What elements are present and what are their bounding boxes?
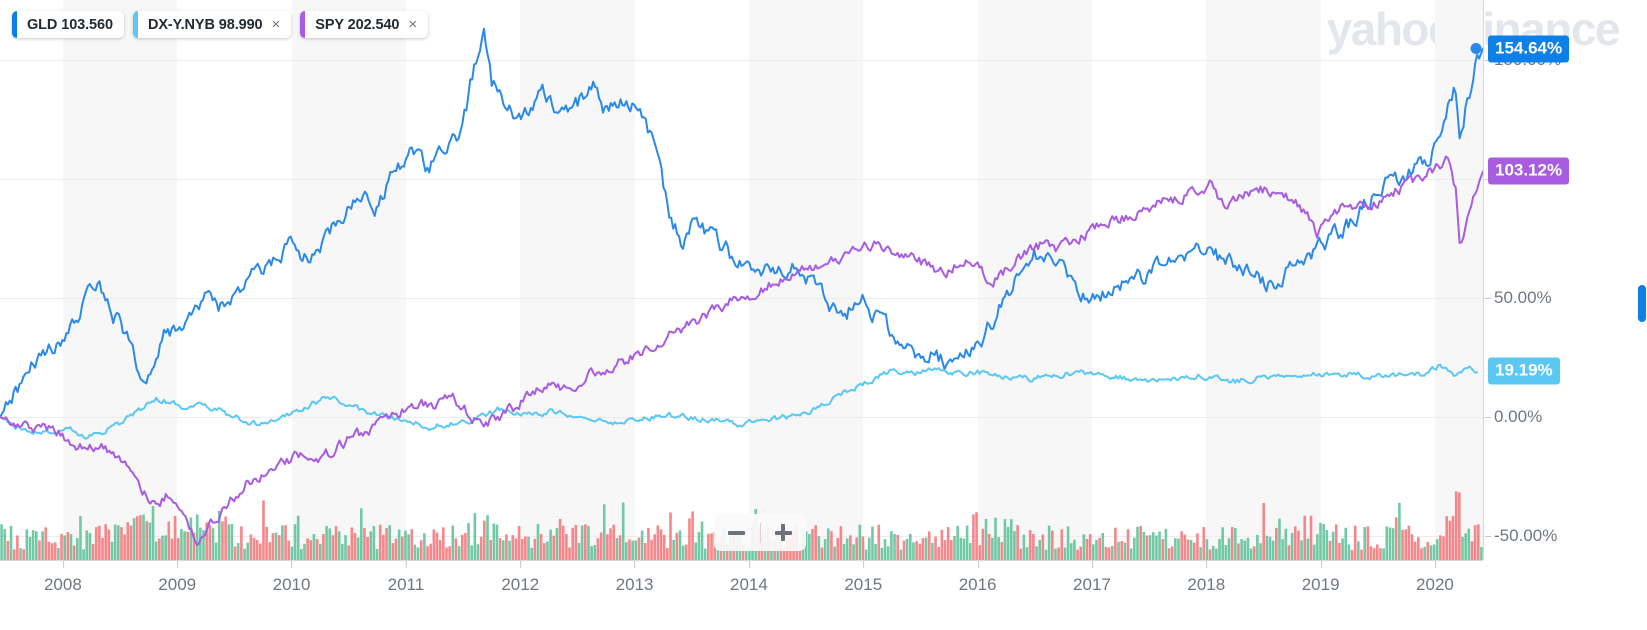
series-line-dx-y-nyb: [0, 363, 1479, 440]
x-axis-tick: 2008: [43, 561, 82, 594]
x-axis-tick: 2017: [1073, 561, 1111, 594]
x-axis-tick: 2014: [730, 561, 768, 594]
year-band-2020: [1434, 0, 1483, 560]
legend-chip-dxy[interactable]: DX-Y.NYB 98.990 ×: [132, 11, 292, 38]
legend-chip-gld[interactable]: GLD 103.560: [12, 11, 124, 38]
watermark-text-a: yahoo: [1326, 3, 1456, 55]
plus-icon: [774, 524, 792, 541]
legend-close-icon-dxy[interactable]: ×: [271, 16, 281, 33]
legend-swatch-spy: [300, 11, 306, 38]
legend-label-spy: SPY 202.540: [315, 16, 400, 33]
y-axis-tick: 50.00%: [1485, 287, 1552, 307]
price-badge-gld: 154.64%: [1488, 35, 1570, 63]
year-band-2012: [520, 0, 635, 560]
legend-label-gld: GLD 103.560: [27, 16, 113, 33]
legend-chip-spy[interactable]: SPY 202.540 ×: [300, 11, 429, 38]
series-line-spy: [0, 155, 1483, 546]
price-badge-dxy: 19.19%: [1488, 357, 1560, 385]
x-axis-tick: 2009: [158, 561, 197, 594]
gridline-0: [0, 417, 1483, 419]
legend-close-icon-spy[interactable]: ×: [408, 16, 418, 33]
price-badge-spy: 103.12%: [1488, 157, 1570, 185]
minus-icon: [728, 530, 746, 535]
legend-label-dxy: DX-Y.NYB 98.990: [147, 16, 263, 33]
last-point-marker-gld: [1470, 43, 1482, 54]
volume-bars: [0, 491, 1483, 560]
x-axis-tick: 2010: [272, 561, 311, 594]
gridline-150: [0, 59, 1483, 61]
gridline-100: [0, 178, 1483, 180]
legend-swatch-dxy: [132, 11, 138, 38]
legend: GLD 103.560 DX-Y.NYB 98.990 × SPY 202.540 ×: [12, 11, 429, 38]
year-band-2008: [62, 0, 178, 560]
vertical-scrollbar-track[interactable]: [1638, 0, 1647, 560]
x-axis-tick: 2016: [958, 561, 997, 594]
x-axis-tick: 2018: [1187, 561, 1226, 594]
chart-plot-area[interactable]: [0, 0, 1483, 560]
y-axis-tick: 0.00%: [1484, 407, 1543, 427]
zoom-in-button[interactable]: [761, 514, 807, 551]
vertical-scrollbar-thumb[interactable]: [1638, 285, 1646, 322]
x-axis-tick: 2013: [615, 561, 654, 594]
x-axis-tick: 2020: [1416, 561, 1454, 594]
series-line-gld: [0, 27, 1483, 419]
y-axis[interactable]: 150.00%100.00%50.00%0.00%-50.00%154.64%1…: [1483, 0, 1647, 560]
chart-canvas: [0, 27, 1483, 560]
zoom-out-button[interactable]: [714, 514, 760, 551]
x-axis[interactable]: 2008 2009 2010 2011 2012 2013 2014 2015 2016 2017…: [0, 560, 1483, 630]
x-axis-tick: 2015: [844, 561, 883, 594]
y-axis-tick: -50.00%: [1484, 526, 1558, 546]
x-axis-tick: 2011: [387, 561, 425, 594]
x-axis-tick: 2012: [501, 561, 540, 594]
legend-swatch-gld: [12, 11, 17, 38]
year-band-2010: [291, 0, 406, 560]
zoom-controls: [714, 514, 806, 551]
x-axis-tick: 2019: [1301, 561, 1340, 594]
zoom-divider: [759, 522, 761, 543]
